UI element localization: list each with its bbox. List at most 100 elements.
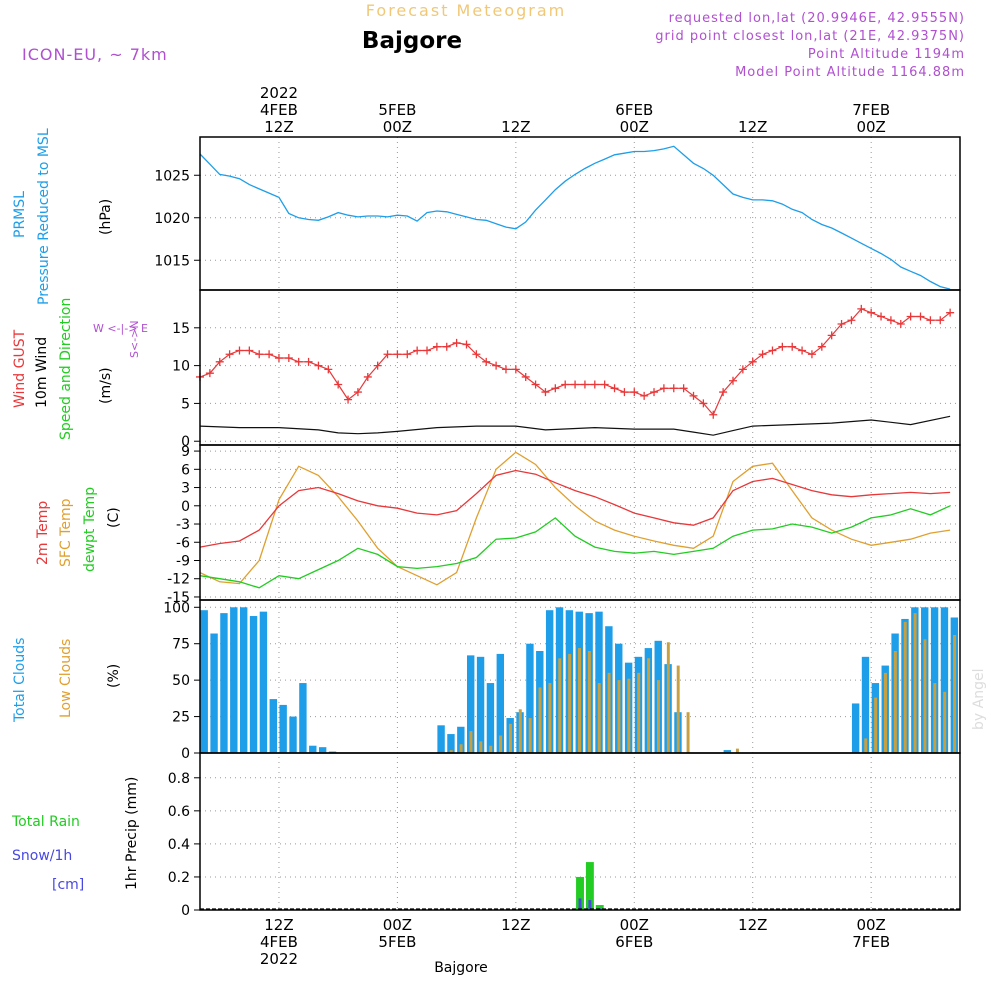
cloud-low-bar xyxy=(666,642,670,753)
gust-point xyxy=(630,388,639,397)
temp-ytick-label: -15 xyxy=(167,590,190,606)
precip-label-snow-unit: [cm] xyxy=(52,877,84,893)
gust-point xyxy=(541,388,550,397)
gust-point xyxy=(344,395,353,404)
cloud-low-bar xyxy=(587,651,591,753)
cloud-total-bar xyxy=(210,633,218,753)
pressure-ytick-label: 1025 xyxy=(154,168,190,184)
gust-point xyxy=(284,354,293,363)
cloud-low-bar xyxy=(499,735,503,753)
cloud-total-bar xyxy=(466,655,475,753)
gust-point xyxy=(926,316,935,325)
cloud-total-bar xyxy=(318,747,327,753)
cloud-low-bar xyxy=(943,691,947,753)
info-line-3: Point Altitude 1194m xyxy=(808,47,965,62)
wind-ytick-label: 5 xyxy=(181,396,190,412)
gust-point xyxy=(877,312,886,321)
gust-point xyxy=(817,342,826,351)
gust-point xyxy=(728,376,737,385)
cloud-total-bar xyxy=(279,704,287,753)
time-label-top: 12Z xyxy=(738,118,767,136)
pressure-label-prmsl: PRMSL xyxy=(12,191,28,238)
compass-icon: W <-|-> E S<->N xyxy=(93,320,148,358)
clouds-ytick-label: 100 xyxy=(163,600,190,616)
cloud-low-bar xyxy=(617,680,621,753)
temp-ytick-label: -6 xyxy=(176,535,190,551)
gust-point xyxy=(413,346,422,355)
time-label-top: 2022 xyxy=(260,84,298,102)
time-label-bottom: 00Z xyxy=(383,916,412,934)
cloud-low-bar xyxy=(508,723,512,753)
cloud-low-bar xyxy=(676,665,680,753)
gust-point xyxy=(837,320,846,329)
gust-point xyxy=(403,350,412,359)
gust-point xyxy=(235,346,244,355)
gust-point xyxy=(946,308,955,317)
dewpt-line xyxy=(199,505,951,589)
gust-point xyxy=(788,342,797,351)
time-label-top: 7FEB xyxy=(852,101,890,119)
location-title: Bajgore xyxy=(362,28,462,54)
gust-point xyxy=(294,357,303,366)
cloud-low-bar xyxy=(953,634,957,753)
footer-location: Bajgore xyxy=(434,960,488,976)
gust-point xyxy=(432,342,441,351)
gust-point xyxy=(442,342,451,351)
time-label-bottom: 7FEB xyxy=(852,933,890,951)
rain-bar xyxy=(576,876,584,910)
cloud-labels: Total Clouds Low Clouds (%) xyxy=(12,638,122,723)
gust-point xyxy=(551,384,560,393)
time-label-bottom: 00Z xyxy=(856,916,885,934)
cloud-total-bar xyxy=(861,656,870,753)
gust-point xyxy=(304,357,313,366)
info-line-1: requested lon,lat (20.9946E, 42.9555N) xyxy=(669,11,965,26)
wind-label-10m: 10m Wind xyxy=(34,337,50,408)
cloud-total-bar xyxy=(289,716,297,753)
cloud-low-bar xyxy=(528,718,532,753)
cloud-low-bar xyxy=(597,683,601,753)
clouds-ytick-label: 0 xyxy=(181,746,190,762)
temp-frame xyxy=(199,444,961,601)
time-label-bottom: 12Z xyxy=(264,916,293,934)
temp-ytick-label: -9 xyxy=(176,553,190,569)
time-label-bottom: 5FEB xyxy=(378,933,416,951)
cloud-total-bar xyxy=(249,616,258,753)
compass-sn: S<->N xyxy=(128,320,141,358)
rain-bar xyxy=(585,862,594,910)
info-line-4: Model Point Altitude 1164.88m xyxy=(735,65,965,80)
time-label-bottom: 12Z xyxy=(738,916,767,934)
gust-point xyxy=(521,372,530,381)
cloud-total-bar xyxy=(447,734,455,753)
gust-point xyxy=(245,346,254,355)
wind-ytick-label: 10 xyxy=(172,359,190,375)
time-label-top: 12Z xyxy=(501,118,530,136)
time-label-top: 00Z xyxy=(383,118,412,136)
gust-point xyxy=(896,320,905,329)
gust-point xyxy=(758,350,767,359)
gust-point xyxy=(274,354,283,363)
cloud-total-bar xyxy=(476,656,485,753)
pressure-label-reduced: Pressure Reduced to MSL xyxy=(36,128,52,305)
cloud-low-bar xyxy=(548,683,552,753)
gust-point xyxy=(709,410,718,419)
gust-point xyxy=(640,391,649,400)
cloud-total-bar xyxy=(526,643,534,753)
gust-point xyxy=(669,384,678,393)
time-label-top: 12Z xyxy=(264,118,293,136)
cloud-label-unit: (%) xyxy=(106,664,122,688)
gust-point xyxy=(906,312,915,321)
cloud-total-bar xyxy=(309,745,317,753)
gust-point xyxy=(423,346,432,355)
cloud-total-bar xyxy=(723,750,732,753)
temp-label-sfc: SFC Temp xyxy=(58,498,74,567)
gust-point xyxy=(600,380,609,389)
snow-bar xyxy=(588,900,592,910)
pressure-ytick-label: 1020 xyxy=(154,211,190,227)
gust-point xyxy=(373,361,382,370)
cloud-low-bar xyxy=(538,687,542,753)
gust-point xyxy=(363,372,372,381)
cloud-low-bar xyxy=(874,697,878,753)
gust-point xyxy=(511,365,520,374)
cloud-total-bar xyxy=(545,610,554,753)
gust-point xyxy=(255,350,264,359)
